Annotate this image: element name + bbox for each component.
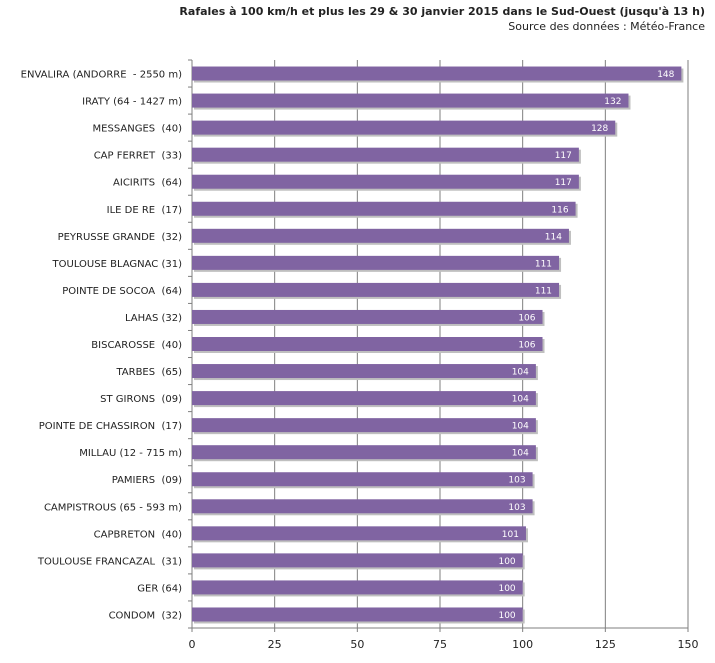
- data-label: 103: [508, 476, 525, 486]
- category-label: PEYRUSSE GRANDE (32): [58, 232, 183, 243]
- data-label: 148: [657, 70, 674, 80]
- category-label: PAMIERS (09): [112, 475, 182, 486]
- x-tick-label: 75: [433, 638, 447, 651]
- x-tick-label: 125: [595, 638, 616, 651]
- data-label: 100: [498, 584, 515, 594]
- bar: [192, 93, 629, 108]
- x-tick-label: 25: [268, 638, 282, 651]
- bar: [192, 472, 533, 487]
- data-label: 117: [555, 151, 572, 161]
- bar: [192, 201, 576, 216]
- data-label: 100: [498, 557, 515, 567]
- category-label: TOULOUSE FRANCAZAL (31): [37, 556, 182, 567]
- data-label: 106: [518, 341, 535, 351]
- data-label: 114: [545, 232, 562, 242]
- bar: [192, 364, 536, 379]
- category-label: TARBES (65): [115, 367, 182, 378]
- data-label: 104: [512, 449, 529, 459]
- bar: [192, 499, 533, 514]
- category-label: ST GIRONS (09): [100, 394, 182, 405]
- category-label: MESSANGES (40): [93, 124, 183, 135]
- data-label: 100: [498, 611, 515, 621]
- data-label: 111: [535, 259, 552, 269]
- category-label: ILE DE RE (17): [107, 205, 182, 216]
- bar: [192, 607, 523, 622]
- chart-title: Rafales à 100 km/h et plus les 29 & 30 j…: [179, 5, 705, 18]
- category-label: POINTE DE CHASSIRON (17): [39, 421, 182, 432]
- x-tick-label: 100: [512, 638, 533, 651]
- data-label: 104: [512, 395, 529, 405]
- bar: [192, 445, 536, 460]
- x-tick-label: 150: [678, 638, 699, 651]
- bar: [192, 580, 523, 595]
- category-labels: ENVALIRA (ANDORRE - 2550 m) IRATY (64 - 1…: [21, 70, 182, 622]
- bar: [192, 228, 569, 243]
- category-label: CAMPISTROUS (65 - 593 m): [44, 502, 182, 513]
- x-tick-label: 50: [350, 638, 364, 651]
- data-label: 104: [512, 368, 529, 378]
- data-label: 132: [604, 97, 621, 107]
- data-label: 117: [555, 178, 572, 188]
- chart-subtitle: Source des données : Météo-France: [508, 20, 705, 33]
- data-label: 106: [518, 313, 535, 323]
- data-label: 116: [551, 205, 568, 215]
- category-label: BISCAROSSE (40): [91, 340, 182, 351]
- category-label: CAP FERRET (33): [94, 151, 182, 162]
- category-label: CONDOM (32): [109, 610, 183, 621]
- data-label: 101: [502, 530, 519, 540]
- category-label: CAPBRETON (40): [94, 529, 182, 540]
- category-label: TOULOUSE BLAGNAC (31): [52, 259, 183, 270]
- bar: [192, 526, 526, 541]
- bar: [192, 174, 579, 189]
- x-tick-label: 0: [189, 638, 196, 651]
- chart-title-block: Rafales à 100 km/h et plus les 29 & 30 j…: [179, 5, 705, 33]
- category-label: LAHAS (32): [125, 313, 182, 324]
- bars: 148 132 128 117 117 116 114 111 111 106 106 104 104 1…: [192, 66, 684, 624]
- category-label: AICIRITS (64): [113, 178, 182, 189]
- bar: [192, 255, 560, 270]
- bar: [192, 309, 543, 324]
- bar: [192, 553, 523, 568]
- category-label: GER (64): [137, 583, 182, 594]
- category-label: POINTE DE SOCOA (64): [62, 286, 182, 297]
- data-label: 104: [512, 422, 529, 432]
- data-label: 128: [591, 124, 608, 134]
- category-label: MILLAU (12 - 715 m): [79, 448, 182, 459]
- bar: [192, 120, 616, 135]
- bar: [192, 66, 682, 81]
- data-label: 103: [508, 503, 525, 513]
- x-tick-labels: 0 25 50 75 100 125 150: [189, 638, 699, 651]
- bar: [192, 282, 560, 297]
- category-label: IRATY (64 - 1427 m): [82, 97, 182, 108]
- category-label: ENVALIRA (ANDORRE - 2550 m): [21, 70, 182, 81]
- bar: [192, 147, 579, 162]
- bar: [192, 418, 536, 433]
- bar: [192, 337, 543, 351]
- data-label: 111: [535, 286, 552, 296]
- bar: [192, 391, 536, 406]
